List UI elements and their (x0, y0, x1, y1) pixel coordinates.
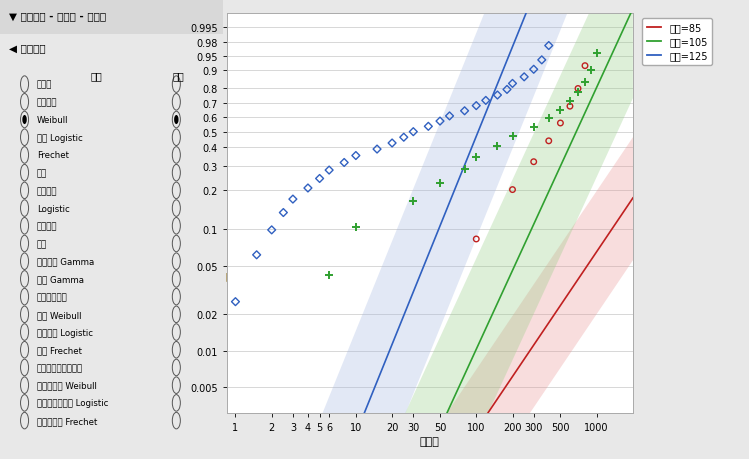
X-axis label: 小时数: 小时数 (420, 436, 440, 446)
Point (470, 236, 482, 243)
Point (543, 138, 555, 145)
Point (386, 140, 398, 147)
Text: 分布: 分布 (90, 71, 102, 81)
Point (572, 89, 584, 96)
Point (287, 196, 299, 203)
Point (528, 159, 540, 166)
FancyBboxPatch shape (0, 0, 223, 34)
Text: ▼ 寿命分布 - 比较组 - 小时数: ▼ 寿命分布 - 比较组 - 小时数 (9, 11, 106, 22)
Circle shape (174, 116, 178, 125)
Point (506, 80, 518, 88)
Point (554, 120, 566, 128)
Point (491, 92, 503, 100)
Text: 缺陷子总体对数正态: 缺陷子总体对数正态 (37, 363, 83, 372)
Point (434, 180, 446, 188)
Point (350, 152, 362, 160)
Point (422, 123, 434, 131)
Point (528, 67, 540, 74)
Point (323, 167, 335, 174)
Text: 对数 Logistic: 对数 Logistic (37, 134, 82, 142)
Text: Frechet: Frechet (37, 151, 69, 160)
Point (350, 224, 362, 231)
Text: 尺度: 尺度 (173, 71, 184, 81)
Point (314, 175, 326, 183)
Point (339, 159, 351, 167)
Point (458, 166, 470, 173)
Point (371, 146, 383, 153)
Point (407, 129, 419, 136)
Text: Weibull: Weibull (37, 116, 68, 125)
Point (579, 63, 591, 70)
Point (491, 143, 503, 151)
Text: 对数正态: 对数正态 (37, 98, 58, 107)
Text: 指数: 指数 (37, 240, 47, 248)
Point (470, 103, 482, 110)
Point (458, 108, 470, 115)
Point (443, 113, 455, 120)
Text: 广义 Gamma: 广义 Gamma (37, 275, 84, 284)
Point (564, 103, 576, 111)
Point (543, 43, 555, 50)
Point (323, 271, 335, 279)
Point (501, 87, 513, 94)
Point (277, 209, 289, 217)
Legend: 温度=85, 温度=105, 温度=125: 温度=85, 温度=105, 温度=125 (642, 19, 712, 66)
Point (536, 57, 548, 64)
Point (506, 186, 518, 194)
Text: 概率: 概率 (225, 270, 238, 280)
Point (554, 107, 566, 114)
Text: 缺陷子总体 Frechet: 缺陷子总体 Frechet (37, 416, 97, 425)
Point (528, 124, 540, 132)
Text: 阈値 Frechet: 阈値 Frechet (37, 346, 82, 354)
Text: 最大极値: 最大极値 (37, 222, 58, 231)
Point (398, 134, 410, 141)
Text: 阈値对数 Logistic: 阈値对数 Logistic (37, 328, 93, 337)
Point (229, 298, 241, 306)
Point (579, 79, 591, 87)
Point (564, 98, 576, 106)
Point (434, 118, 446, 125)
Text: 缺陷子总体对数 Logistic: 缺陷子总体对数 Logistic (37, 398, 108, 408)
Point (572, 86, 584, 93)
Text: 对数广义 Gamma: 对数广义 Gamma (37, 257, 94, 266)
Point (518, 74, 530, 81)
Text: 非参数: 非参数 (37, 80, 52, 90)
Point (266, 227, 278, 234)
Point (302, 185, 314, 192)
Point (251, 252, 263, 259)
Text: 阈値 Weibull: 阈値 Weibull (37, 310, 82, 319)
Text: 阈値对数正态: 阈値对数正态 (37, 292, 67, 302)
Point (480, 97, 492, 105)
Text: ◀ 比较分布: ◀ 比较分布 (9, 43, 46, 53)
Text: 正态: 正态 (37, 169, 47, 178)
Point (543, 116, 555, 123)
Point (585, 67, 597, 75)
Point (470, 154, 482, 161)
Text: 缺陷子总体 Weibull: 缺陷子总体 Weibull (37, 381, 97, 390)
Circle shape (22, 116, 27, 125)
Point (591, 50, 603, 58)
Point (506, 133, 518, 140)
Text: 最小极値: 最小极値 (37, 186, 58, 196)
Point (407, 198, 419, 206)
Text: Logistic: Logistic (37, 204, 70, 213)
